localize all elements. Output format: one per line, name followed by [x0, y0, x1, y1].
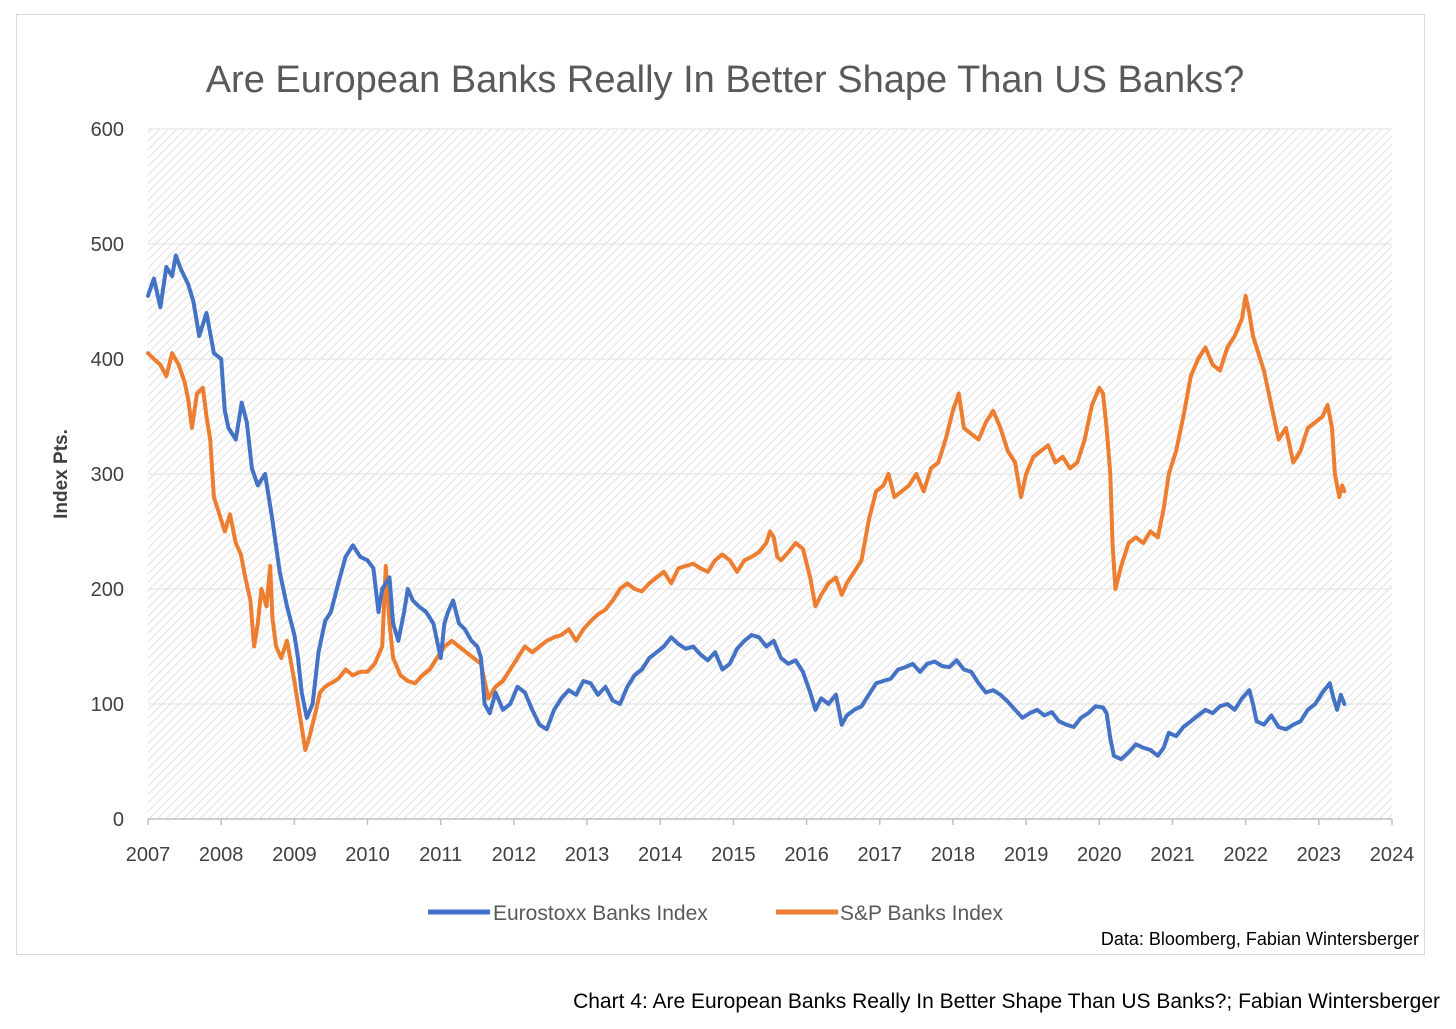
y-tick-label: 400 [91, 349, 124, 371]
x-tick-label: 2021 [1150, 844, 1195, 866]
figure-caption: Chart 4: Are European Banks Really In Be… [573, 990, 1440, 1013]
x-tick-label: 2020 [1077, 844, 1122, 866]
x-tick-label: 2019 [1004, 844, 1049, 866]
x-tick-label: 2007 [126, 844, 171, 866]
series-line-sp [146, 293, 1347, 752]
source-note: Data: Bloomberg, Fabian Wintersberger [1101, 929, 1419, 949]
y-tick-label: 500 [91, 234, 124, 256]
x-axis-ticks: 2007 2008 2009 2010 2011 2012 2013 2014 2015 2016… [126, 819, 1415, 866]
chart-title: Are European Banks Really In Better Shap… [206, 59, 1245, 101]
x-tick-label: 2009 [272, 844, 317, 866]
x-tick-label: 2010 [345, 844, 390, 866]
x-tick-label: 2016 [784, 844, 829, 866]
x-tick-label: 2011 [419, 844, 462, 866]
series-line-eurostoxx [146, 253, 1347, 762]
series-layer [146, 253, 1347, 762]
x-tick-label: 2012 [492, 844, 537, 866]
x-tick-label: 2023 [1297, 844, 1342, 866]
x-tick-label: 2017 [858, 844, 903, 866]
y-axis-label: Index Pts. [51, 429, 72, 519]
legend: Eurostoxx Banks Index S&P Banks Index [428, 902, 1004, 925]
legend-label-sp: S&P Banks Index [840, 902, 1004, 925]
y-tick-label: 600 [91, 119, 124, 141]
x-tick-label: 2022 [1223, 844, 1268, 866]
y-tick-label: 200 [91, 579, 124, 601]
y-tick-label: 100 [91, 694, 124, 716]
x-tick-label: 2024 [1370, 844, 1415, 866]
x-tick-label: 2018 [931, 844, 976, 866]
y-tick-label: 0 [113, 809, 124, 831]
y-tick-label: 300 [91, 464, 124, 486]
x-tick-label: 2013 [565, 844, 610, 866]
legend-label-eurostoxx: Eurostoxx Banks Index [493, 902, 708, 925]
gridlines [148, 128, 1392, 705]
y-axis-ticks: 0 100 200 300 400 500 600 [91, 119, 124, 831]
x-tick-label: 2015 [711, 844, 756, 866]
x-tick-label: 2008 [199, 844, 244, 866]
x-tick-label: 2014 [638, 844, 683, 866]
